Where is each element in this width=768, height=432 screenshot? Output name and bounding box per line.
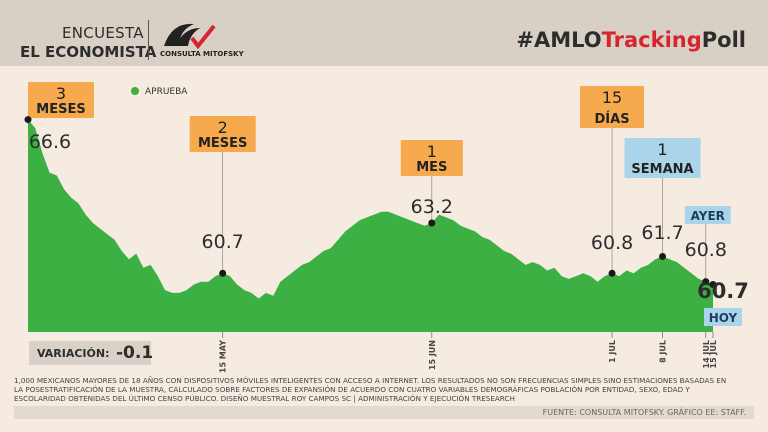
variacion-box: VARIACIÓN: -0.1 (29, 341, 154, 365)
callout-tag-number: 1 (427, 142, 437, 161)
source-bar: FUENTE: CONSULTA MITOFSKY. GRÁFICO EE: S… (14, 406, 754, 419)
x-tick-label: 8 JUL (659, 340, 668, 363)
data-label: 60.8 (591, 232, 633, 254)
chart-legend: APRUEBA (131, 87, 187, 97)
data-point-marker (219, 269, 227, 277)
x-tick-label: 15 JUN (428, 340, 437, 370)
x-tick-label: 15 MAY (219, 340, 228, 373)
callout-tag-number: 2 (218, 118, 228, 137)
callout-tag-unit: HOY (709, 311, 738, 325)
source-text: FUENTE: CONSULTA MITOFSKY. GRÁFICO EE: S… (542, 408, 746, 417)
callout-tag-unit: MESES (36, 102, 85, 117)
callout-tag-unit: MES (416, 160, 447, 175)
callout-tag-unit: DÍAS (595, 111, 630, 127)
brand-line2: EL ECONOMISTA (20, 43, 157, 61)
variacion-label: VARIACIÓN: (37, 347, 110, 360)
data-point-marker (24, 116, 32, 124)
data-point-marker (709, 280, 717, 288)
x-tick-label: 14 JUL (702, 340, 711, 369)
logo-text: CONSULTA MITOFSKY (160, 50, 244, 58)
brand-divider (148, 20, 149, 60)
legend-dot-icon (131, 87, 139, 95)
hashtag-prefix: #AMLO (516, 28, 602, 52)
callout-tag (28, 82, 94, 118)
data-label: 60.8 (685, 239, 727, 261)
hashtag-title: #AMLOTrackingPoll (516, 28, 746, 52)
x-tick-label: 1 JUL (608, 340, 617, 363)
mitofsky-logo-icon (164, 23, 216, 50)
callout-tag-unit: SEMANA (631, 162, 693, 177)
brand-line1: ENCUESTA (62, 24, 144, 42)
callout-tag-unit: MESES (198, 136, 247, 151)
callout-tag-number: 1 (657, 140, 667, 159)
callout-tag-unit: AYER (691, 209, 725, 223)
data-label: 60.7 (202, 231, 244, 253)
callout-tag (624, 138, 701, 178)
data-label: 63.2 (411, 196, 453, 218)
callout-tag (189, 116, 256, 152)
callout-tag (400, 140, 463, 176)
x-tick-label: 15 JUL (709, 340, 718, 369)
callout-tag-number: 15 (602, 88, 622, 107)
hashtag-suffix: Poll (701, 28, 746, 52)
approval-area (28, 119, 713, 332)
callout-tag (580, 86, 645, 128)
data-point-marker (659, 253, 667, 261)
data-point-marker (702, 278, 710, 286)
data-label: 60.7 (697, 279, 749, 303)
hashtag-red: Tracking (601, 28, 702, 52)
methodology-note: 1,000 MEXICANOS MAYORES DE 18 AÑOS CON D… (14, 376, 727, 403)
header-bar: ENCUESTA EL ECONOMISTA CONSULTA MITOFSKY… (0, 0, 768, 66)
data-point-marker (608, 269, 616, 277)
data-point-marker (428, 219, 436, 227)
variacion-value: -0.1 (116, 343, 154, 363)
data-label: 61.7 (641, 222, 683, 244)
legend-label: APRUEBA (145, 87, 188, 97)
callout-tag (704, 308, 742, 326)
callout-tag (684, 206, 731, 224)
data-label: 66.6 (29, 131, 71, 153)
callout-tag-number: 3 (56, 84, 66, 103)
